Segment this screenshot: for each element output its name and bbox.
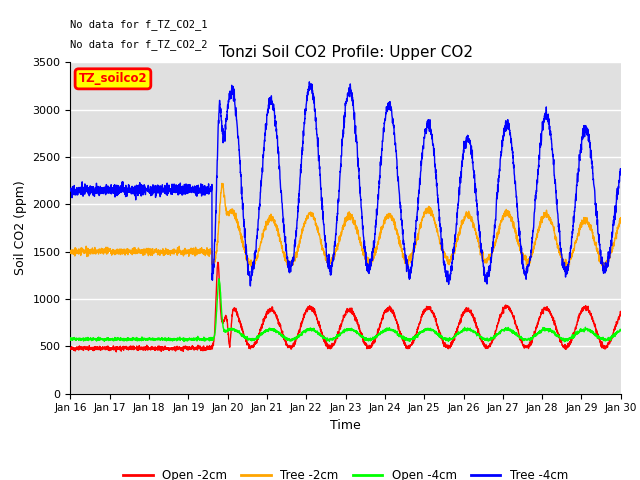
Legend: Open -2cm, Tree -2cm, Open -4cm, Tree -4cm: Open -2cm, Tree -2cm, Open -4cm, Tree -4… [118, 465, 573, 480]
Text: No data for f_TZ_CO2_1: No data for f_TZ_CO2_1 [70, 19, 208, 30]
Y-axis label: Soil CO2 (ppm): Soil CO2 (ppm) [14, 180, 27, 276]
Title: Tonzi Soil CO2 Profile: Upper CO2: Tonzi Soil CO2 Profile: Upper CO2 [219, 45, 472, 60]
Text: No data for f_TZ_CO2_2: No data for f_TZ_CO2_2 [70, 39, 208, 50]
Text: TZ_soilco2: TZ_soilco2 [79, 72, 147, 85]
X-axis label: Time: Time [330, 419, 361, 432]
